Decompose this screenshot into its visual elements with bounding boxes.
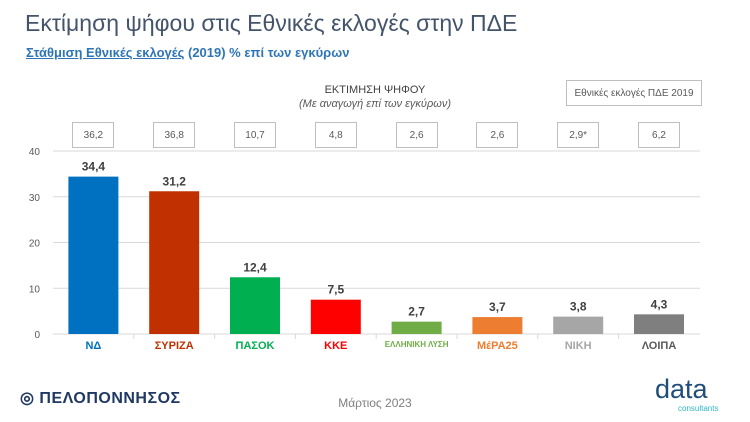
chart-subtitle: (Με αναγωγή επί των εγκύρων): [299, 98, 451, 110]
page-title: Εκτίμηση ψήφου στις Εθνικές εκλογές στην…: [25, 10, 518, 36]
data-label: 2,7: [408, 305, 425, 319]
bar: [68, 176, 119, 334]
data-label: 7,5: [327, 283, 344, 297]
data-label: 12,4: [243, 260, 267, 274]
election-2019-box: 36,8: [153, 122, 196, 148]
bar: [472, 317, 523, 334]
bar: [230, 277, 280, 334]
bar: [310, 299, 361, 334]
chart-title: ΕΚΤΙΜΗΣΗ ΨΗΦΟΥ: [324, 84, 426, 96]
election-2019-box: 10,7: [234, 122, 276, 148]
data-label: 31,2: [163, 174, 187, 188]
party-logo: ΛΟΙΠΑ: [641, 340, 677, 352]
footer-left-text: ΠΕΛΟΠΟΝΝΗΣΟΣ: [39, 390, 181, 407]
party-logo: ΝΔ: [85, 340, 102, 352]
data-logo: data: [655, 374, 708, 404]
y-tick-label: 0: [34, 330, 40, 341]
footer-brand-left: ◎ ΠΕΛΟΠΟΝΝΗΣΟΣ: [20, 390, 181, 407]
party-logo: ΠΑΣΟΚ: [235, 340, 275, 352]
election-2019-box: 2,9*: [557, 122, 600, 148]
election-2019-box: 2,6: [395, 122, 438, 148]
data-label: 34,4: [82, 160, 106, 174]
election-2019-box: 6,2: [638, 122, 680, 148]
y-tick-label: 30: [29, 193, 41, 204]
bar: [553, 316, 604, 334]
election-2019-box: 36,2: [72, 122, 115, 148]
party-logo: ΜέΡΑ25: [476, 340, 518, 352]
bar: [391, 321, 442, 334]
election-2019-box: 4,8: [314, 122, 357, 148]
party-logo: ΚΚΕ: [324, 340, 348, 352]
data-label: 3,8: [570, 300, 587, 314]
party-logo: ΕΛΛΗΝΙΚΗ ΛΥΣΗ: [384, 340, 449, 349]
data-label: 4,3: [651, 297, 668, 311]
party-logo: ΣΥΡΙΖΑ: [154, 340, 194, 352]
data-logo-sub: consultants: [678, 404, 719, 413]
party-logo: ΝΙΚΗ: [564, 340, 592, 352]
footer-date: Μάρτιος 2023: [338, 396, 412, 410]
subtitle-rest: (2019) % επί των εγκύρων: [184, 45, 350, 60]
y-tick-label: 20: [29, 239, 41, 250]
subtitle-link[interactable]: Στάθμιση Εθνικές εκλογές: [26, 45, 185, 60]
election-2019-box: 2,6: [476, 122, 519, 148]
subtitle: Στάθμιση Εθνικές εκλογές (2019) % επί τω…: [26, 45, 349, 60]
data-label: 3,7: [489, 300, 506, 314]
bar: [149, 191, 200, 334]
y-tick-label: 10: [29, 284, 41, 295]
y-tick-label: 40: [29, 147, 41, 158]
bar: [634, 314, 684, 334]
legend-box: Εθνικές εκλογές ΠΔΕ 2019: [566, 80, 702, 106]
